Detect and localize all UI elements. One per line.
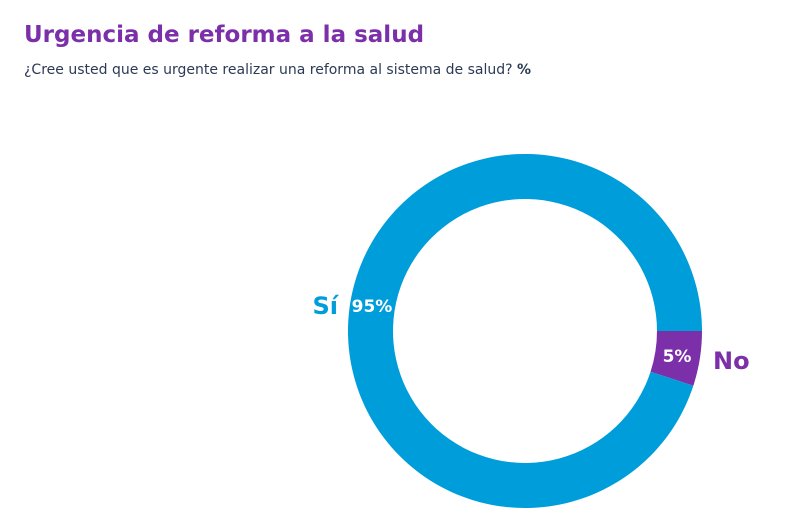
data-label-si: 95% bbox=[352, 297, 393, 317]
slice-no bbox=[650, 331, 702, 386]
subtitle-text: ¿Cree usted que es urgente realizar una … bbox=[24, 62, 513, 78]
chart-title: Urgencia de reforma a la salud bbox=[24, 22, 425, 48]
category-label-no: No bbox=[713, 347, 750, 375]
category-label-si: Sí bbox=[312, 292, 339, 320]
slice-si bbox=[348, 153, 702, 509]
unit-label: % bbox=[517, 62, 532, 78]
chart-subtitle: ¿Cree usted que es urgente realizar una … bbox=[24, 62, 531, 78]
data-label-no: 5% bbox=[663, 347, 692, 367]
